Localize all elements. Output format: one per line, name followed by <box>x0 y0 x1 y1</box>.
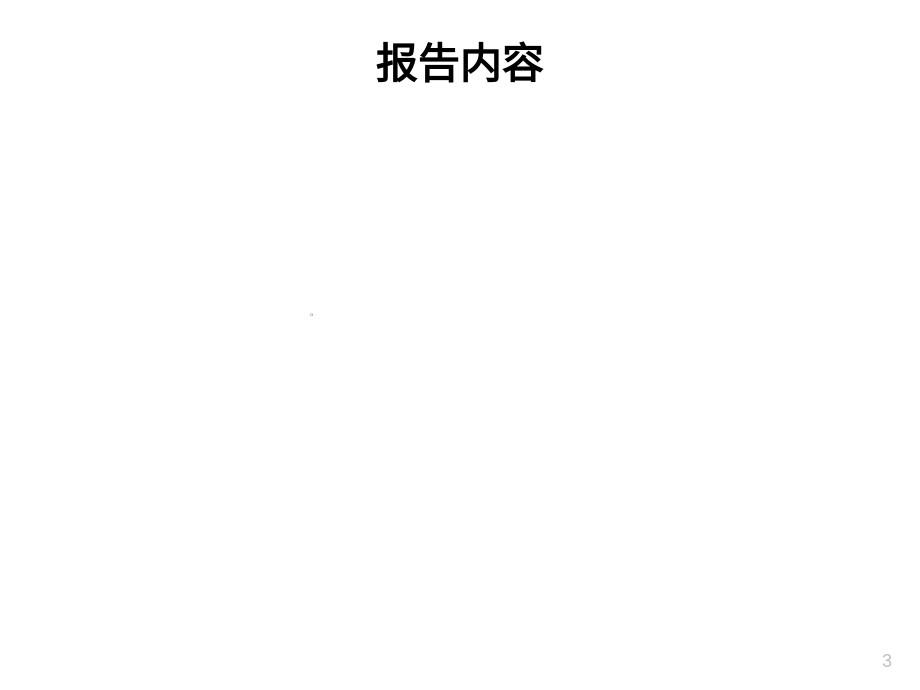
slide-title-text: 报告内容 <box>376 40 544 87</box>
slide: { "title": { "text": "报告内容", "fontsize":… <box>0 0 920 690</box>
page-number: 3 <box>882 651 892 672</box>
slide-title: 报告内容 <box>0 30 920 91</box>
center-marker: ▫ <box>310 310 314 321</box>
